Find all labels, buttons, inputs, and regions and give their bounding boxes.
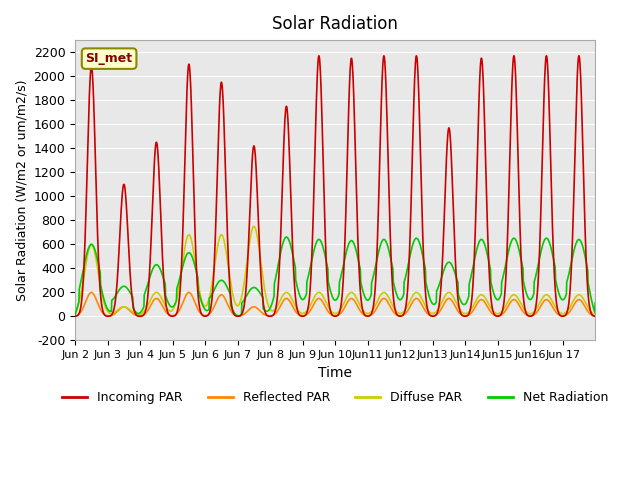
Legend: Incoming PAR, Reflected PAR, Diffuse PAR, Net Radiation: Incoming PAR, Reflected PAR, Diffuse PAR… <box>58 386 613 409</box>
Y-axis label: Solar Radiation (W/m2 or um/m2/s): Solar Radiation (W/m2 or um/m2/s) <box>15 80 28 301</box>
Text: SI_met: SI_met <box>86 52 132 65</box>
Title: Solar Radiation: Solar Radiation <box>272 15 398 33</box>
X-axis label: Time: Time <box>318 366 352 380</box>
